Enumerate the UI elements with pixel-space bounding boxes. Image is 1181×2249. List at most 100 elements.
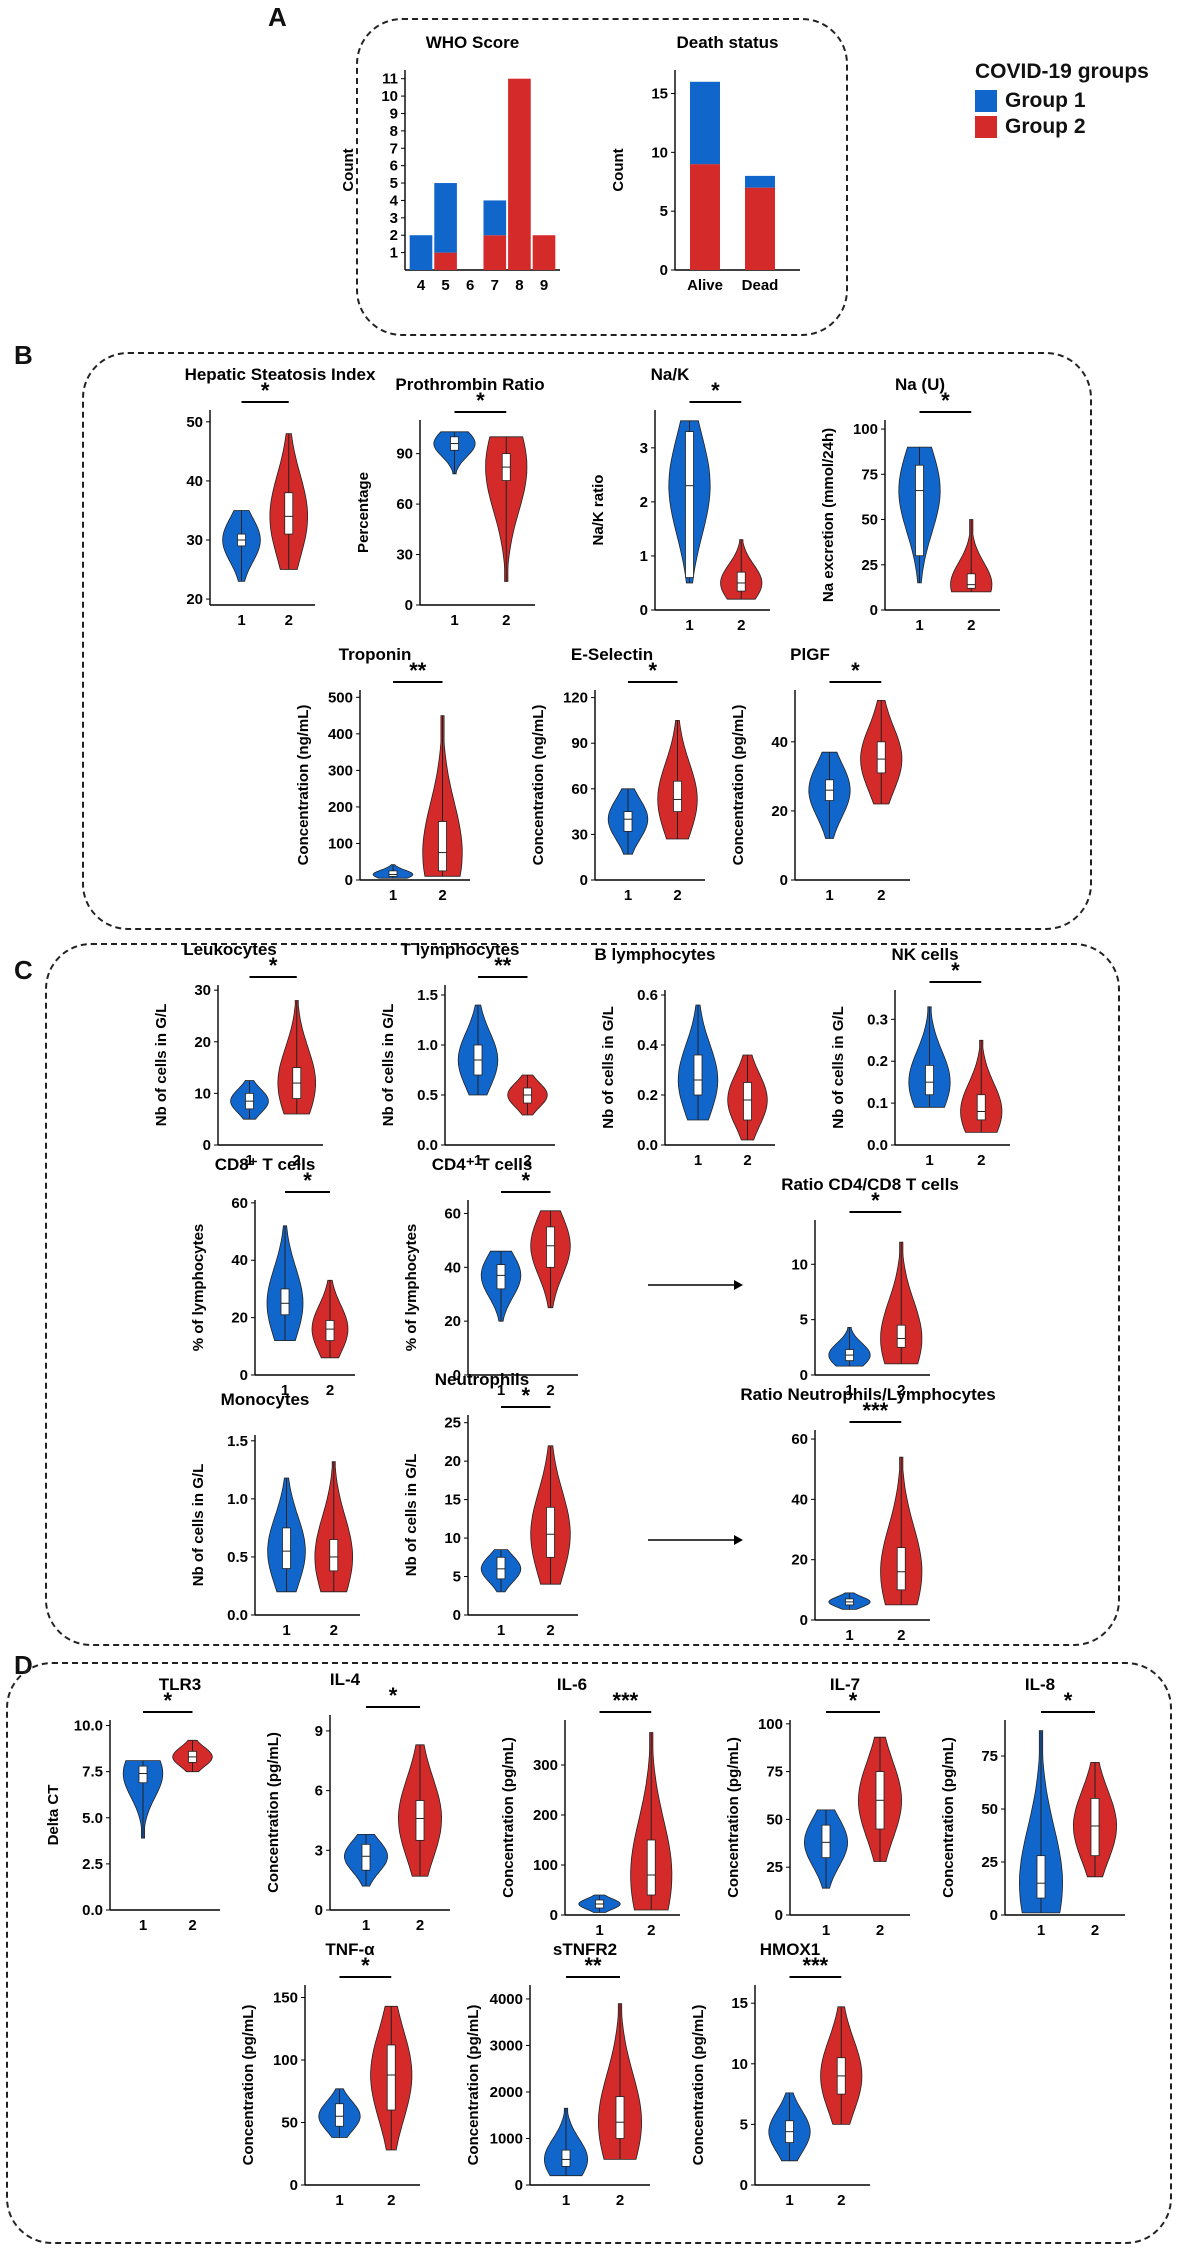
- y-tick-label: 0: [203, 1137, 211, 1154]
- box-group-1: [561, 2149, 571, 2167]
- y-tick-label: 4: [390, 192, 399, 209]
- significance-label: ***: [613, 1688, 639, 1713]
- bar-group-2-9: [532, 235, 556, 270]
- significance-label: *: [269, 953, 278, 978]
- chart-title: IL-6: [557, 1675, 587, 1694]
- y-axis-label: Concentration (ng/mL): [530, 705, 547, 866]
- significance-label: *: [851, 658, 860, 683]
- chart-hmox1: HMOX1 0 5 10 15 Concentration (pg/mL) 1 2 ***: [690, 1940, 870, 2209]
- significance-label: *: [941, 388, 950, 413]
- y-tick-label: 10: [651, 144, 668, 161]
- x-tick-label: 2: [330, 1622, 338, 1639]
- chart-nak: Na/K 0 1 2 3 Na/K ratio 1 2 *: [590, 365, 770, 634]
- y-axis-label: Count: [340, 148, 357, 191]
- x-tick-label: 5: [441, 277, 449, 294]
- y-axis-label: Delta CT: [45, 1785, 62, 1846]
- box-group-1: [1036, 1855, 1046, 1899]
- x-tick-label: 8: [515, 277, 523, 294]
- arrow-icon: [648, 1535, 743, 1545]
- y-tick-label: 0.5: [227, 1549, 248, 1566]
- y-tick-label: 60: [396, 496, 413, 513]
- y-tick-label: 10.0: [74, 1718, 103, 1735]
- y-tick-label: 20: [194, 1034, 211, 1051]
- box-group-1: [693, 1054, 703, 1096]
- x-tick-label: 7: [491, 277, 499, 294]
- x-tick-label: 4: [417, 277, 426, 294]
- y-axis-label: Concentration (pg/mL): [725, 1737, 742, 1898]
- x-tick-label: 1: [474, 1152, 482, 1169]
- y-tick-label: 300: [328, 762, 353, 779]
- y-tick-label: 7: [390, 140, 398, 157]
- x-tick-label: 1: [237, 612, 245, 629]
- y-axis-label: Nb of cells in G/L: [600, 1006, 617, 1129]
- significance-label: *: [648, 658, 657, 683]
- y-tick-label: 20: [186, 591, 203, 608]
- chart-hsi: Hepatic Steatosis Index 20 30 40 50 1 2 *: [185, 365, 376, 629]
- y-tick-label: 60: [571, 781, 588, 798]
- legend: COVID-19 groups Group 1 Group 2: [975, 60, 1149, 140]
- y-axis-label: Nb of cells in G/L: [830, 1006, 847, 1129]
- x-tick-label: 1: [685, 617, 693, 634]
- chart-tnf: TNF-α 0 50 100 150 Concentration (pg/mL) 1 2 *: [240, 1940, 420, 2209]
- y-tick-label: 3: [640, 440, 648, 457]
- chart-il6: IL-6 0 100 200 300 Concentration (pg/mL) 1 2 ***: [500, 1675, 680, 1939]
- box-group-2: [546, 1506, 555, 1558]
- y-tick-label: 1.5: [417, 987, 438, 1004]
- y-tick-label: 10: [444, 1530, 461, 1547]
- panel-b-box: [82, 352, 1092, 930]
- y-tick-label: 0.5: [417, 1087, 438, 1104]
- box-group-2: [966, 573, 976, 589]
- y-tick-label: 6: [390, 158, 398, 175]
- box-group-1: [282, 1527, 291, 1569]
- x-tick-label: 2: [743, 1152, 751, 1169]
- y-tick-label: 5: [660, 203, 668, 220]
- legend-item-group-1: Group 1: [975, 88, 1149, 114]
- y-tick-label: 25: [861, 557, 878, 574]
- bar-group-1-5: [434, 183, 457, 253]
- y-tick-label: 0.0: [637, 1137, 658, 1154]
- bar-group-1-alive: [690, 81, 720, 165]
- box-group-2: [325, 1320, 335, 1341]
- x-tick-label: 1: [595, 1922, 603, 1939]
- chart-nlr: Ratio Neutrophils/Lymphocytes 0 20 40 60 1 2 **…: [740, 1385, 995, 1644]
- x-tick-label: 1: [925, 1152, 933, 1169]
- y-tick-label: 60: [231, 1195, 248, 1212]
- legend-label-group-2: Group 2: [1005, 115, 1086, 138]
- y-tick-label: 0: [550, 1907, 558, 1924]
- y-tick-label: 1.0: [417, 1037, 438, 1054]
- y-tick-label: 8: [390, 123, 398, 140]
- legend-item-group-2: Group 2: [975, 114, 1149, 140]
- x-tick-label: 2: [837, 2192, 845, 2209]
- chart-title: Troponin: [339, 645, 412, 664]
- y-tick-label: 9: [390, 105, 398, 122]
- y-axis-label: Concentration (ng/mL): [295, 705, 312, 866]
- x-tick-label: Dead: [742, 277, 779, 294]
- y-tick-label: 60: [791, 1431, 808, 1448]
- x-tick-label: 2: [523, 1152, 531, 1169]
- x-tick-label: 1: [785, 2192, 793, 2209]
- y-tick-label: 0.0: [227, 1607, 248, 1624]
- box-group-1: [335, 2103, 344, 2127]
- box-group-2: [736, 571, 746, 592]
- y-tick-label: 0.0: [82, 1902, 103, 1919]
- box-group-1: [496, 1556, 506, 1580]
- y-tick-label: 0: [240, 1367, 248, 1384]
- chart-title: Prothrombin Ratio: [395, 375, 544, 394]
- y-tick-label: 1: [390, 245, 398, 262]
- chart-cd4cd8: Ratio CD4/CD8 T cells 0 5 10 1 2 *: [781, 1175, 959, 1399]
- y-axis-label: Nb of cells in G/L: [190, 1464, 207, 1587]
- legend-swatch-group-1: [975, 90, 997, 112]
- chart-title: IL-7: [830, 1675, 860, 1694]
- significance-label: *: [1064, 1688, 1073, 1713]
- y-tick-label: 60: [444, 1205, 461, 1222]
- box-group-2: [976, 1094, 986, 1121]
- y-tick-label: 40: [231, 1252, 248, 1269]
- x-tick-label: 1: [497, 1382, 505, 1399]
- y-tick-label: 75: [981, 1748, 998, 1765]
- chart-title: Hepatic Steatosis Index: [185, 365, 376, 384]
- chart-title: Na/K: [651, 365, 690, 384]
- x-tick-label: 2: [897, 1382, 905, 1399]
- x-tick-label: Alive: [687, 277, 723, 294]
- y-tick-label: 0: [453, 1367, 461, 1384]
